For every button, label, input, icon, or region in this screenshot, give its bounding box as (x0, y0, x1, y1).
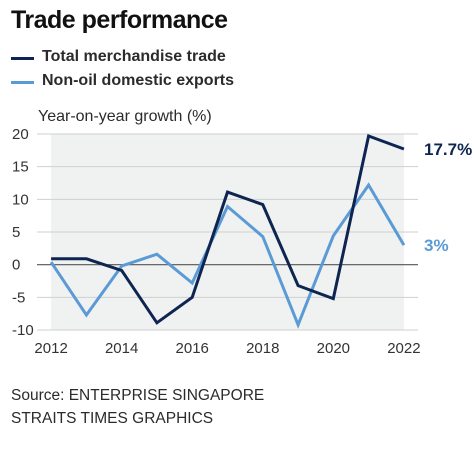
series-line-total-merchandise-trade (51, 133, 405, 325)
y-tick-label: -10 (12, 322, 34, 339)
legend-swatch-total-merchandise-trade (11, 57, 34, 60)
legend-label-total-merchandise-trade: Total merchandise trade (42, 48, 226, 65)
source-line-1: Source: ENTERPRISE SINGAPORE (11, 387, 265, 404)
y-tick-label: 10 (12, 191, 29, 208)
y-tick-label: 15 (12, 159, 29, 176)
y-tick-label: 5 (12, 224, 20, 241)
end-label-total-merchandise-trade: 17.7% (424, 140, 472, 159)
y-tick-label: 0 (12, 257, 20, 274)
x-tick-label: 2020 (317, 340, 350, 357)
legend-label-non-oil-domestic-exports: Non-oil domestic exports (42, 72, 235, 89)
x-tick-label: 2016 (176, 340, 209, 357)
y-tick-label: 20 (12, 126, 29, 143)
series-line-non-oil-domestic-exports (49, 182, 406, 329)
x-tick-label: 2014 (105, 340, 138, 357)
end-label-non-oil-domestic-exports: 3% (424, 236, 449, 255)
y-tick-label: -5 (12, 289, 25, 306)
x-tick-label: 2012 (34, 340, 67, 357)
chart-title: Trade performance (11, 6, 228, 34)
x-tick-label: 2022 (387, 340, 420, 357)
x-tick-label: 2018 (246, 340, 279, 357)
legend-swatch-non-oil-domestic-exports (11, 81, 34, 84)
source-line-2: STRAITS TIMES GRAPHICS (11, 410, 214, 427)
y-axis-label: Year-on-year growth (%) (38, 108, 212, 125)
